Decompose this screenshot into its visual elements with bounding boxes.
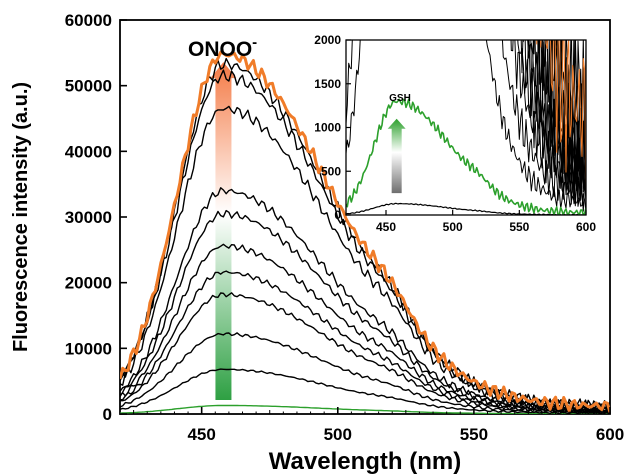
- main-annotation-text: ONOO: [188, 38, 252, 61]
- inset-ticks: 450 500 550 600 0 500 1000 1500 2000: [314, 33, 596, 234]
- inset-x-tick-label: 500: [443, 220, 463, 234]
- x-tick-label: 450: [187, 425, 215, 444]
- main-series-line: [120, 243, 610, 414]
- main-chart: 450 500 550 6000100002000030000400005000060…: [10, 11, 624, 475]
- inset-x-tick-label: 600: [576, 220, 596, 234]
- main-series-group: [120, 50, 610, 414]
- main-series-line: [120, 270, 610, 414]
- inset-tail-line: [346, 40, 586, 212]
- inset-y-tick-label: 1000: [314, 121, 341, 135]
- x-tick-label: 500: [324, 425, 352, 444]
- x-tick-label: 600: [596, 425, 624, 444]
- inset-x-tick-label: 450: [376, 220, 396, 234]
- x-tick-label: 550: [460, 425, 488, 444]
- inset-chart: 450 500 550 600 0 500 1000 1500 2000 GSH: [314, 33, 596, 234]
- y-tick-label: 40000: [65, 142, 112, 161]
- inset-y-tick-label: 500: [321, 164, 341, 178]
- y-tick-label: 60000: [65, 11, 112, 30]
- inset-arrow: [387, 118, 406, 194]
- main-annotation: ONOO-: [188, 34, 257, 61]
- inset-y-tick-label: 1500: [314, 77, 341, 91]
- y-tick-label: 50000: [65, 77, 112, 96]
- y-tick-label: 0: [103, 405, 112, 424]
- inset-annotation: GSH: [389, 93, 411, 104]
- main-series-line: [120, 57, 610, 413]
- inset-arrow-shape: [387, 118, 406, 194]
- inset-series-line: [346, 98, 586, 215]
- main-ticks: 450 500 550 6000100002000030000400005000060…: [65, 11, 624, 444]
- inset-tail-line: [540, 40, 586, 201]
- main-arrow-shape: [210, 62, 237, 400]
- main-arrow: [210, 62, 237, 400]
- inset-tail-line: [520, 40, 586, 207]
- inset-x-tick-label: 550: [509, 220, 529, 234]
- y-tick-label: 10000: [65, 339, 112, 358]
- inset-tail-line: [510, 40, 586, 207]
- inset-tail-line: [346, 40, 586, 213]
- inset-y-tick-label: 0: [334, 208, 341, 222]
- inset-tail-line: [536, 40, 586, 192]
- inset-y-tick-label: 2000: [314, 33, 341, 47]
- main-series-line: [120, 332, 610, 414]
- main-series-line: [120, 69, 610, 414]
- main-series-line: [120, 292, 610, 414]
- main-series-line: [120, 50, 610, 413]
- main-series-line: [120, 187, 610, 414]
- y-tick-label: 30000: [65, 208, 112, 227]
- y-tick-label: 20000: [65, 274, 112, 293]
- y-axis-title: Fluorescence intensity (a.u.): [10, 82, 32, 352]
- main-annotation-sup: -: [252, 34, 257, 51]
- inset-tail-line: [526, 40, 586, 196]
- x-axis-title: Wavelength (nm): [269, 448, 461, 475]
